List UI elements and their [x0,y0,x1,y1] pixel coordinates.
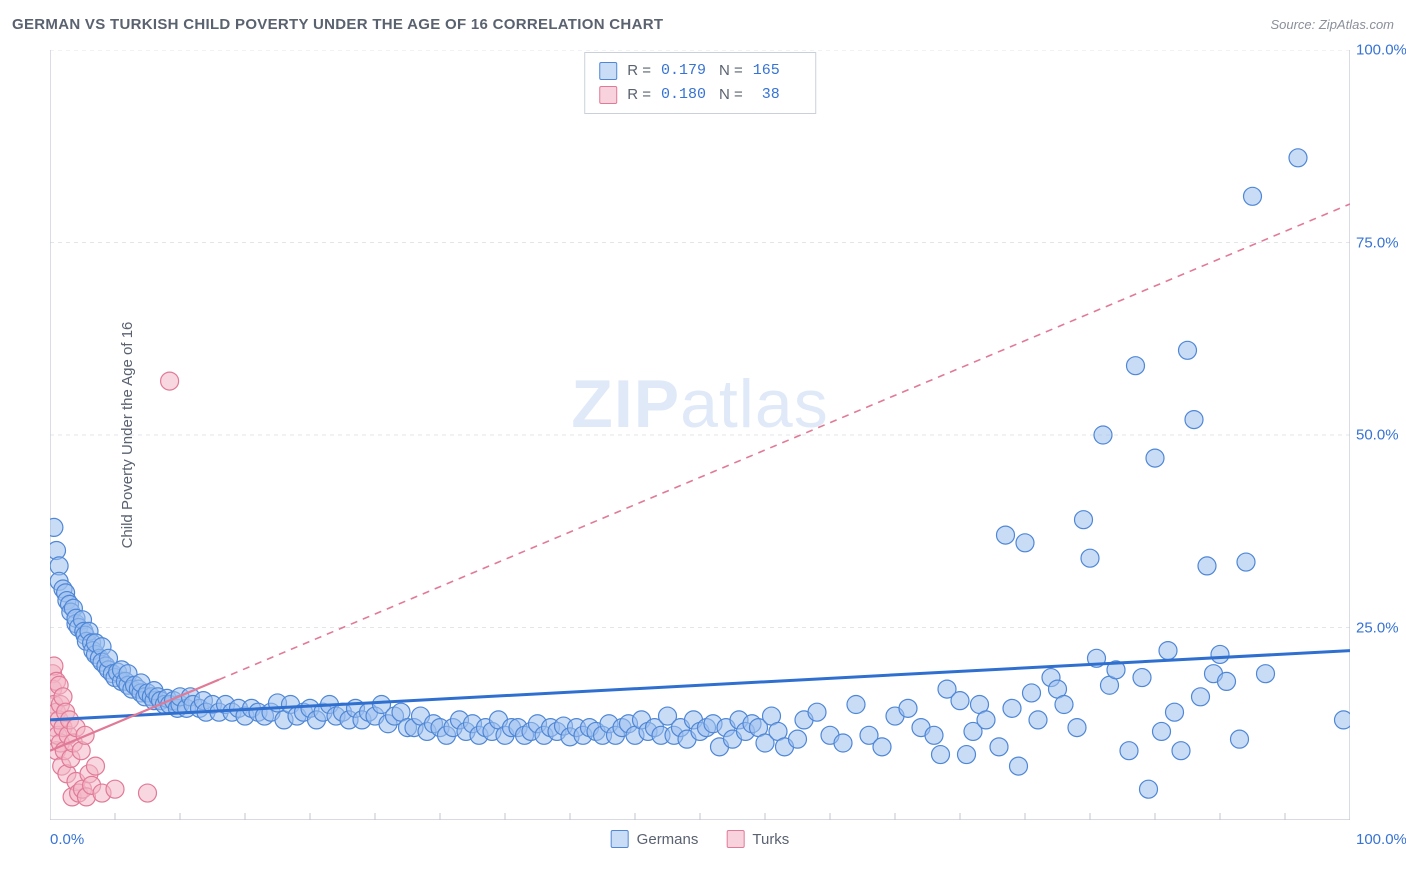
r-label: R = [627,59,651,83]
legend-swatch [611,830,629,848]
chart-header: GERMAN VS TURKISH CHILD POVERTY UNDER TH… [12,16,1394,33]
legend-row: R = 0.179 N = 165 [599,59,801,83]
correlation-legend: R = 0.179 N = 165 R = 0.180 N = 38 [584,52,816,114]
n-label: N = [719,59,743,83]
x-tick-label: 0.0% [50,831,84,848]
y-tick-label: 100.0% [1356,42,1406,59]
r-label: R = [627,83,651,107]
chart-title: GERMAN VS TURKISH CHILD POVERTY UNDER TH… [12,16,663,33]
r-value: 0.179 [661,59,709,83]
legend-swatch [599,62,617,80]
y-tick-label: 25.0% [1356,619,1399,636]
series-legend: Germans Turks [611,830,790,848]
chart-source: Source: ZipAtlas.com [1270,17,1394,32]
y-tick-label: 75.0% [1356,234,1399,251]
series-label: Turks [752,831,789,848]
legend-swatch [599,86,617,104]
n-value: 38 [753,83,801,107]
scatter-plot [50,50,1350,820]
y-tick-label: 50.0% [1356,427,1399,444]
series-label: Germans [637,831,699,848]
legend-swatch [726,830,744,848]
r-value: 0.180 [661,83,709,107]
legend-row: R = 0.180 N = 38 [599,83,801,107]
x-tick-label: 100.0% [1356,831,1406,848]
n-value: 165 [753,59,801,83]
chart-area: Child Poverty Under the Age of 16 R =0.1… [50,50,1350,820]
series-legend-item: Turks [726,830,789,848]
n-label: N = [719,83,743,107]
series-legend-item: Germans [611,830,699,848]
